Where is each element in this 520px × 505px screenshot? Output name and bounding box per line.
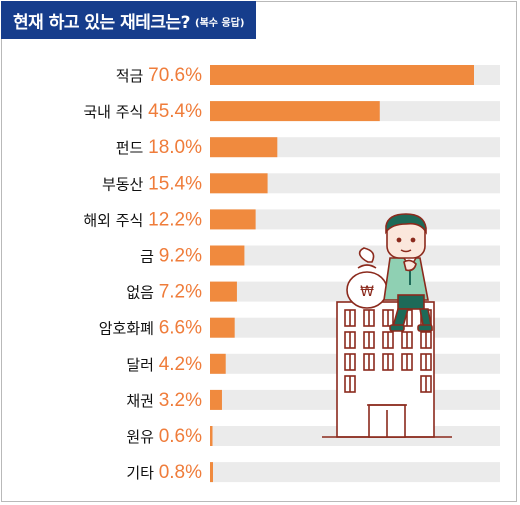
- category-name: 부동산: [102, 175, 148, 193]
- category-label: 암호화폐 6.6%: [99, 318, 202, 339]
- category-name: 달러: [126, 356, 158, 374]
- illustration: ₩: [322, 213, 452, 438]
- value-label: 15.4%: [148, 173, 202, 194]
- category-labels: 적금 70.6%국내 주식 45.4%펀드 18.0%부동산 15.4%해외 주…: [83, 65, 202, 483]
- category-label: 해외 주식 12.2%: [83, 209, 202, 230]
- category-label: 국내 주식 45.4%: [83, 101, 202, 122]
- chart-title: 현재 하고 있는 재테크는?: [13, 12, 191, 33]
- value-label: 70.6%: [148, 65, 202, 86]
- bar: [210, 245, 245, 266]
- bar: [210, 137, 278, 158]
- bar: [210, 317, 235, 338]
- value-label: 0.6%: [159, 426, 202, 447]
- value-label: 6.6%: [159, 318, 202, 339]
- businessman-icon: [383, 213, 433, 332]
- value-label: 4.2%: [159, 354, 202, 375]
- bar-track: [210, 173, 500, 194]
- category-label: 금 9.2%: [140, 246, 202, 267]
- category-name: 암호화폐: [99, 320, 159, 338]
- bars: [210, 65, 474, 483]
- bar: [210, 209, 256, 230]
- svg-text:₩: ₩: [360, 284, 374, 300]
- value-label: 45.4%: [148, 101, 202, 122]
- bar: [210, 281, 237, 302]
- category-name: 원유: [126, 428, 158, 446]
- bar: [210, 101, 380, 122]
- category-name: 펀드: [116, 139, 148, 157]
- bar: [210, 426, 213, 446]
- category-label: 채권 3.2%: [126, 390, 202, 411]
- value-label: 9.2%: [159, 246, 202, 267]
- value-label: 12.2%: [148, 209, 202, 230]
- office-building-icon: [322, 301, 452, 438]
- bar: [210, 353, 226, 374]
- value-label: 7.2%: [159, 282, 202, 303]
- category-label: 적금 70.6%: [116, 65, 202, 86]
- value-label: 3.2%: [159, 390, 202, 411]
- category-name: 해외 주식: [83, 211, 148, 229]
- money-bag-icon: ₩: [346, 247, 388, 309]
- category-label: 원유 0.6%: [126, 426, 202, 447]
- category-name: 적금: [116, 67, 148, 85]
- category-label: 없음 7.2%: [126, 282, 202, 303]
- category-label: 기타 0.8%: [126, 462, 202, 483]
- value-label: 18.0%: [148, 137, 202, 158]
- title-banner: 현재 하고 있는 재테크는? (복수 응답): [1, 1, 257, 39]
- category-name: 채권: [126, 392, 158, 410]
- category-name: 없음: [126, 284, 158, 302]
- category-name: 금: [140, 248, 159, 266]
- bar-track: [210, 209, 500, 230]
- category-label: 부동산 15.4%: [102, 173, 202, 194]
- category-name: 국내 주식: [83, 103, 148, 121]
- bar-track: [210, 137, 500, 158]
- bar-track: [210, 462, 500, 483]
- value-label: 0.8%: [159, 462, 202, 483]
- category-label: 펀드 18.0%: [116, 137, 202, 158]
- bar-track: [210, 245, 500, 266]
- bar: [210, 65, 474, 85]
- category-name: 기타: [126, 464, 158, 482]
- bar: [210, 173, 268, 194]
- bar: [210, 462, 213, 483]
- category-label: 달러 4.2%: [126, 354, 202, 375]
- chart-subtitle: (복수 응답): [195, 18, 245, 29]
- bar: [210, 389, 222, 410]
